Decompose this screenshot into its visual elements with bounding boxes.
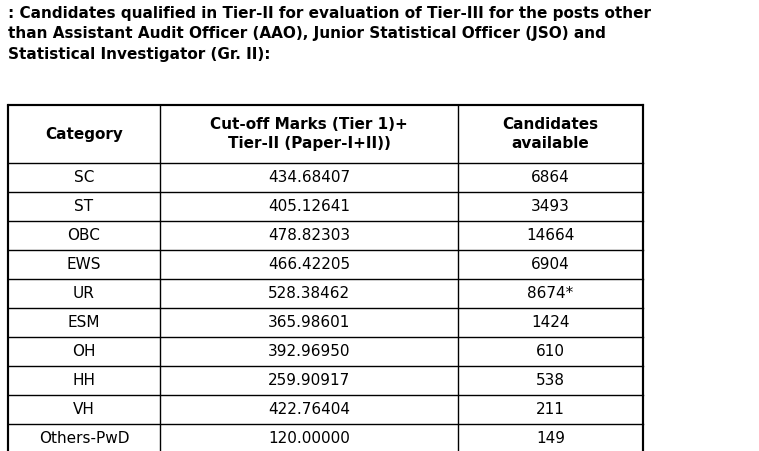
Text: 538: 538	[536, 373, 565, 388]
Text: 149: 149	[536, 431, 565, 446]
Text: HH: HH	[73, 373, 96, 388]
Bar	[8, 105, 643, 451]
Text: : Candidates qualified in Tier-II for evaluation of Tier-III for the posts other: : Candidates qualified in Tier-II for ev…	[8, 6, 651, 62]
Text: 392.96950: 392.96950	[268, 344, 350, 359]
Text: Cut-off Marks (Tier 1)+
Tier-II (Paper-I+II)): Cut-off Marks (Tier 1)+ Tier-II (Paper-I…	[210, 117, 408, 151]
Text: 610: 610	[536, 344, 565, 359]
Text: ST: ST	[74, 199, 93, 214]
Text: 3493: 3493	[531, 199, 570, 214]
Text: VH: VH	[73, 402, 95, 417]
Text: 405.12641: 405.12641	[268, 199, 350, 214]
Text: 6904: 6904	[531, 257, 570, 272]
Text: Category: Category	[45, 126, 123, 142]
Text: 528.38462: 528.38462	[268, 286, 350, 301]
Text: 8674*: 8674*	[528, 286, 574, 301]
Text: 478.82303: 478.82303	[268, 228, 350, 243]
Text: 466.42205: 466.42205	[268, 257, 350, 272]
Text: OBC: OBC	[68, 228, 100, 243]
Text: EWS: EWS	[67, 257, 101, 272]
Text: 259.90917: 259.90917	[268, 373, 350, 388]
Text: 365.98601: 365.98601	[268, 315, 350, 330]
Text: UR: UR	[73, 286, 95, 301]
Text: 434.68407: 434.68407	[268, 170, 350, 185]
Text: Candidates
available: Candidates available	[502, 117, 599, 151]
Text: SC: SC	[74, 170, 94, 185]
Text: 1424: 1424	[531, 315, 570, 330]
Text: ESM: ESM	[68, 315, 100, 330]
Text: 211: 211	[536, 402, 565, 417]
Text: 14664: 14664	[526, 228, 575, 243]
Text: 120.00000: 120.00000	[268, 431, 350, 446]
Text: Others-PwD: Others-PwD	[39, 431, 129, 446]
Text: OH: OH	[72, 344, 96, 359]
Text: 6864: 6864	[531, 170, 570, 185]
Text: 422.76404: 422.76404	[268, 402, 350, 417]
